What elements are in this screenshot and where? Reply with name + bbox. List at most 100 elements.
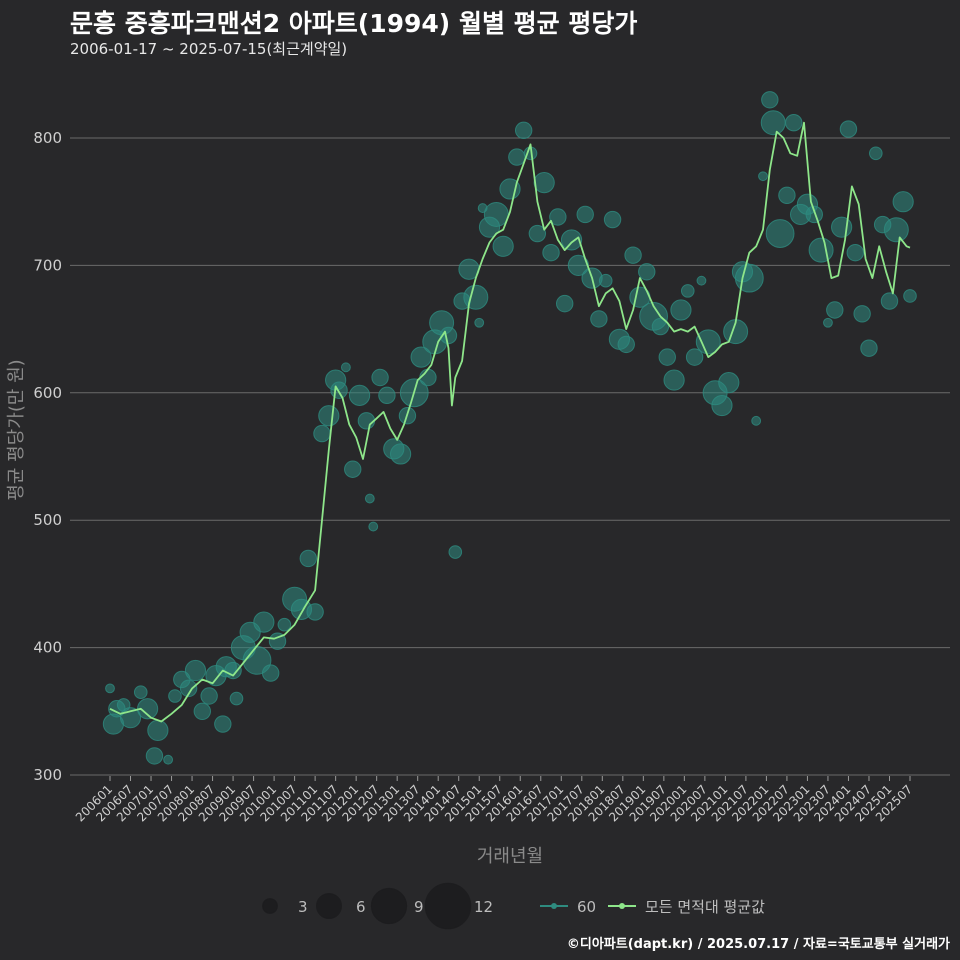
size-legend-bubble (370, 887, 408, 925)
bubble-point (261, 664, 280, 682)
bubble-point (549, 208, 567, 226)
bubble-point (670, 299, 692, 321)
bubble-point (778, 186, 796, 205)
bubble-point (378, 386, 396, 405)
bubble-point (758, 171, 768, 182)
bubble-point (168, 689, 182, 703)
bubble-point (695, 329, 721, 355)
bubble-point (200, 687, 218, 705)
bubble-point (253, 611, 275, 633)
bubble-point (483, 201, 509, 227)
bubble-point (590, 310, 608, 328)
bubble-point (184, 659, 207, 682)
bubble-point (567, 254, 589, 276)
size-legend-label: 6 (356, 898, 366, 916)
bubble-point (299, 549, 317, 568)
chart-title: 문흥 중흥파크맨션2 아파트(1994) 월별 평균 평당가 (70, 9, 638, 38)
bubble-point (463, 284, 489, 310)
bubble-point (883, 217, 909, 243)
bubble-series (102, 91, 917, 765)
bubble-point (340, 362, 351, 373)
size-legend-bubble (424, 882, 472, 930)
bubble-point (313, 424, 331, 443)
bubble-point (760, 110, 786, 136)
bubble-point (576, 205, 594, 224)
bubble-point (765, 219, 795, 248)
bubble-point (556, 294, 574, 313)
bubble-point (892, 191, 914, 213)
bubble-point (680, 284, 695, 298)
bubble-point (214, 715, 232, 733)
bubble-point (179, 679, 198, 698)
y-tick-label: 300 (33, 766, 62, 784)
bubble-point (163, 754, 174, 765)
legend-label-60: 60 (577, 898, 596, 916)
bubble-point (734, 263, 764, 293)
bubble-point (542, 243, 560, 262)
bubble-point (410, 346, 432, 368)
bubble-point (344, 460, 362, 478)
bubble-point (761, 91, 779, 109)
bubble-point (419, 368, 437, 387)
x-axis-title: 거래년월 (477, 846, 543, 867)
y-tick-label: 500 (33, 511, 62, 529)
size-legend-bubble (315, 892, 343, 920)
bubble-point (826, 301, 844, 319)
bubble-point (389, 443, 412, 465)
bubble-point (685, 348, 704, 366)
bubble-point (229, 691, 244, 706)
bubble-point (448, 545, 463, 559)
bubble-point (533, 171, 555, 194)
bubble-point (371, 368, 389, 387)
y-tick-labels: 300 400 500 600 700 800 (33, 129, 62, 784)
line-series (109, 121, 911, 723)
size-legend-label: 12 (474, 898, 493, 916)
bubble-point (624, 246, 642, 264)
bubble-point (696, 275, 707, 286)
legend-key-60-dot (551, 903, 557, 909)
bubble-point (318, 405, 340, 427)
legend-label-average: 모든 면적대 평균값 (645, 898, 765, 916)
bubble-point (105, 683, 115, 694)
chart-subtitle: 2006-01-17 ~ 2025-07-15(최근계약일) (70, 40, 348, 58)
bubble-point (348, 384, 371, 406)
gridlines (70, 137, 950, 776)
bubble-point (357, 412, 376, 430)
bubble-point (785, 114, 803, 132)
bubble-point (880, 292, 899, 310)
bubble-point (145, 747, 164, 765)
bubble-point (508, 148, 526, 166)
bubble-point (853, 305, 871, 323)
bubble-point (617, 335, 635, 354)
bubble-point (560, 229, 583, 251)
bubble-point (368, 521, 379, 532)
bubble-point (306, 603, 324, 621)
y-tick-label: 400 (33, 639, 62, 657)
bubble-point (514, 121, 533, 140)
bubble-point (364, 493, 375, 504)
bubble-point (903, 289, 917, 303)
bubble-point (805, 205, 823, 224)
x-tick-labels: 2006012006072007012007072008012008072009… (73, 776, 915, 825)
bubble-point (808, 237, 834, 263)
bubble-point (474, 317, 485, 328)
bubble-point (869, 146, 883, 161)
legend: 3 6 9 12 60 모든 면적대 평균값 (262, 882, 765, 930)
y-tick-label: 800 (33, 129, 62, 147)
bubble-point (638, 263, 656, 281)
average-line (109, 121, 911, 723)
size-legend-label: 3 (298, 898, 308, 916)
y-tick-label: 600 (33, 384, 62, 402)
source-credit: ©디아파트(dapt.kr) / 2025.07.17 / 자료=국토교통부 실… (566, 937, 950, 952)
bubble-point (831, 216, 853, 238)
bubble-point (193, 702, 212, 720)
bubble-point (823, 317, 833, 328)
bubble-point (277, 617, 292, 632)
bubble-point (603, 210, 622, 229)
size-legend-bubble (262, 898, 278, 914)
y-axis-title: 평균 평당가(만 원) (6, 359, 27, 500)
y-tick-label: 700 (33, 256, 62, 274)
bubble-point (718, 372, 740, 394)
legend-key-average-dot (619, 903, 625, 909)
